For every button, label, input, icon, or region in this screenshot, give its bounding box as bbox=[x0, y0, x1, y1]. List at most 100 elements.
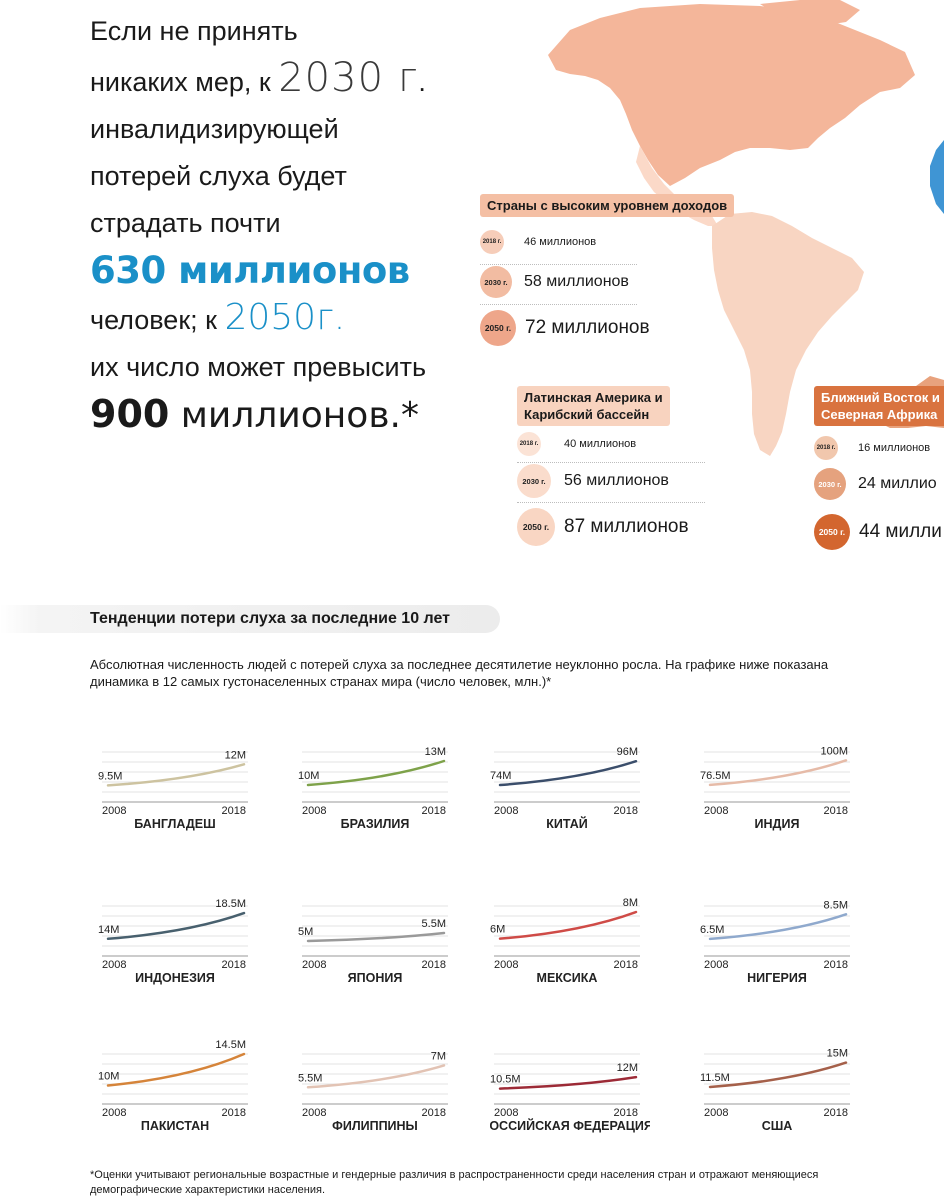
year-dot: 2030 г. bbox=[517, 464, 551, 498]
end-value-label: 96M bbox=[617, 746, 638, 758]
x-tick-label: 2008 bbox=[302, 959, 326, 971]
region-value: 87 миллионов bbox=[564, 516, 689, 537]
region-middle-east-row-2030: 2030 г. 24 миллио bbox=[814, 468, 937, 500]
x-tick-label: 2008 bbox=[302, 1107, 326, 1119]
small-chart: 6M 8M 2008 2018 МЕКСИКА bbox=[490, 876, 650, 986]
row-divider bbox=[517, 462, 705, 463]
region-latin-america-row-2050: 2050 г. 87 миллионов bbox=[517, 508, 689, 546]
row-divider bbox=[517, 502, 705, 503]
section-intro: Абсолютная численность людей с потерей с… bbox=[90, 657, 829, 689]
region-high-income-row-2018: 2018 г. 46 миллионов bbox=[480, 230, 596, 254]
map-north-america bbox=[548, 4, 915, 186]
x-tick-label: 2018 bbox=[614, 805, 638, 817]
x-tick-label: 2018 bbox=[222, 959, 246, 971]
small-chart-plot: 74M 96M 2008 2018 КИТАЙ bbox=[490, 746, 640, 831]
region-middle-east-row-2018: 2018 г. 16 миллионов bbox=[814, 436, 930, 460]
x-tick-label: 2008 bbox=[302, 805, 326, 817]
small-chart: 9.5M 12M 2008 2018 БАНГЛАДЕШ bbox=[98, 722, 258, 832]
small-chart: 5M 5.5M 2008 2018 ЯПОНИЯ bbox=[298, 876, 458, 986]
year-dot: 2018 г. bbox=[517, 432, 541, 456]
end-value-label: 5.5M bbox=[422, 918, 446, 930]
country-label: БАНГЛАДЕШ bbox=[134, 817, 215, 831]
headline-line-1: Если не принять bbox=[90, 16, 298, 46]
headline-year-2030: 2030 г bbox=[278, 55, 419, 101]
headline-line-7: человек; к 2050г. bbox=[90, 297, 346, 338]
region-value: 72 миллионов bbox=[525, 317, 650, 338]
row-divider bbox=[480, 264, 637, 265]
start-value-label: 10.5M bbox=[490, 1074, 521, 1086]
map-europe-edge bbox=[930, 140, 944, 214]
small-chart-plot: 10M 14.5M 2008 2018 ПАКИСТАН bbox=[98, 1039, 248, 1133]
country-label: РОССИЙСКАЯ ФЕДЕРАЦИЯ bbox=[490, 1118, 650, 1133]
year-dot: 2018 г. bbox=[480, 230, 504, 254]
region-high-income-title: Страны с высоким уровнем доходов bbox=[480, 194, 735, 217]
small-chart-plot: 5.5M 7M 2008 2018 ФИЛИППИНЫ bbox=[298, 1050, 448, 1133]
small-chart-plot: 5M 5.5M 2008 2018 ЯПОНИЯ bbox=[298, 905, 448, 985]
row-divider bbox=[480, 304, 637, 305]
section-title-bar bbox=[0, 605, 500, 633]
region-value: 46 миллионов bbox=[524, 236, 597, 248]
year-dot: 2050 г. bbox=[517, 508, 555, 546]
start-value-label: 10M bbox=[298, 770, 319, 782]
start-value-label: 5.5M bbox=[298, 1072, 322, 1084]
country-label: КИТАЙ bbox=[546, 816, 587, 831]
year-dot: 2018 г. bbox=[814, 436, 838, 460]
end-value-label: 100M bbox=[820, 745, 848, 757]
start-value-label: 6.5M bbox=[700, 924, 724, 936]
headline-line-3: инвалидизирующей bbox=[90, 114, 339, 144]
country-label: ИНДОНЕЗИЯ bbox=[135, 971, 215, 985]
country-label: ИНДИЯ bbox=[755, 817, 800, 831]
x-tick-label: 2018 bbox=[422, 1107, 446, 1119]
end-value-label: 13M bbox=[425, 746, 446, 758]
x-tick-label: 2008 bbox=[102, 805, 126, 817]
footnote: *Оценки учитывают региональные возрастны… bbox=[90, 1169, 819, 1196]
region-value: 58 миллионов bbox=[524, 273, 629, 290]
series-line bbox=[106, 1052, 246, 1087]
small-chart-plot: 11.5M 15M 2008 2018 США bbox=[700, 1048, 850, 1133]
x-tick-label: 2018 bbox=[824, 959, 848, 971]
series-line bbox=[306, 1064, 446, 1089]
series-line bbox=[306, 931, 446, 943]
region-middle-east-row-2050: 2050 г. 44 милли bbox=[814, 514, 942, 550]
start-value-label: 9.5M bbox=[98, 770, 122, 782]
small-chart: 11.5M 15M 2008 2018 США bbox=[700, 1024, 860, 1134]
region-high-income-row-2030: 2030 г. 58 миллионов bbox=[480, 266, 629, 298]
end-value-label: 14.5M bbox=[215, 1039, 246, 1051]
small-chart: 74M 96M 2008 2018 КИТАЙ bbox=[490, 722, 650, 832]
small-chart-plot: 6.5M 8.5M 2008 2018 НИГЕРИЯ bbox=[700, 899, 850, 985]
x-tick-label: 2018 bbox=[614, 1107, 638, 1119]
end-value-label: 7M bbox=[431, 1050, 446, 1062]
region-latin-america-title: Латинская Америка и Карибский бассейн bbox=[517, 386, 670, 426]
end-value-label: 12M bbox=[617, 1062, 638, 1074]
map-greenland bbox=[760, 0, 860, 26]
small-chart: 76.5M 100M 2008 2018 ИНДИЯ bbox=[700, 722, 860, 832]
series-line bbox=[708, 913, 848, 941]
start-value-label: 10M bbox=[98, 1071, 119, 1083]
year-dot: 2050 г. bbox=[814, 514, 850, 550]
region-high-income-row-2050: 2050 г. 72 миллионов bbox=[480, 310, 650, 346]
region-value: 24 миллио bbox=[858, 475, 937, 492]
headline-line-4: потерей слуха будет bbox=[90, 161, 347, 191]
region-value: 16 миллионов bbox=[858, 442, 931, 454]
small-chart: 5.5M 7M 2008 2018 ФИЛИППИНЫ bbox=[298, 1024, 458, 1134]
start-value-label: 74M bbox=[490, 770, 511, 782]
end-value-label: 15M bbox=[827, 1048, 848, 1060]
region-value: 44 милли bbox=[859, 521, 942, 542]
headline-line-8: их число может превысить bbox=[90, 352, 427, 382]
x-tick-label: 2018 bbox=[824, 805, 848, 817]
region-value: 56 миллионов bbox=[564, 472, 669, 489]
headline: Если не принять никаких мер, к 2030 г. и… bbox=[90, 8, 510, 442]
region-middle-east: Ближний Восток и Северная Африка 2018 г.… bbox=[814, 386, 944, 558]
x-tick-label: 2018 bbox=[222, 1107, 246, 1119]
small-chart: 10M 13M 2008 2018 БРАЗИЛИЯ bbox=[298, 722, 458, 832]
x-tick-label: 2008 bbox=[102, 959, 126, 971]
end-value-label: 18.5M bbox=[215, 898, 246, 910]
year-dot: 2030 г. bbox=[814, 468, 846, 500]
small-chart-plot: 10M 13M 2008 2018 БРАЗИЛИЯ bbox=[298, 746, 448, 831]
start-value-label: 76.5M bbox=[700, 770, 731, 782]
start-value-label: 14M bbox=[98, 924, 119, 936]
headline-900: 900 bbox=[90, 392, 170, 436]
start-value-label: 6M bbox=[490, 924, 505, 936]
small-chart: 14M 18.5M 2008 2018 ИНДОНЕЗИЯ bbox=[98, 876, 258, 986]
series-line bbox=[498, 910, 638, 940]
